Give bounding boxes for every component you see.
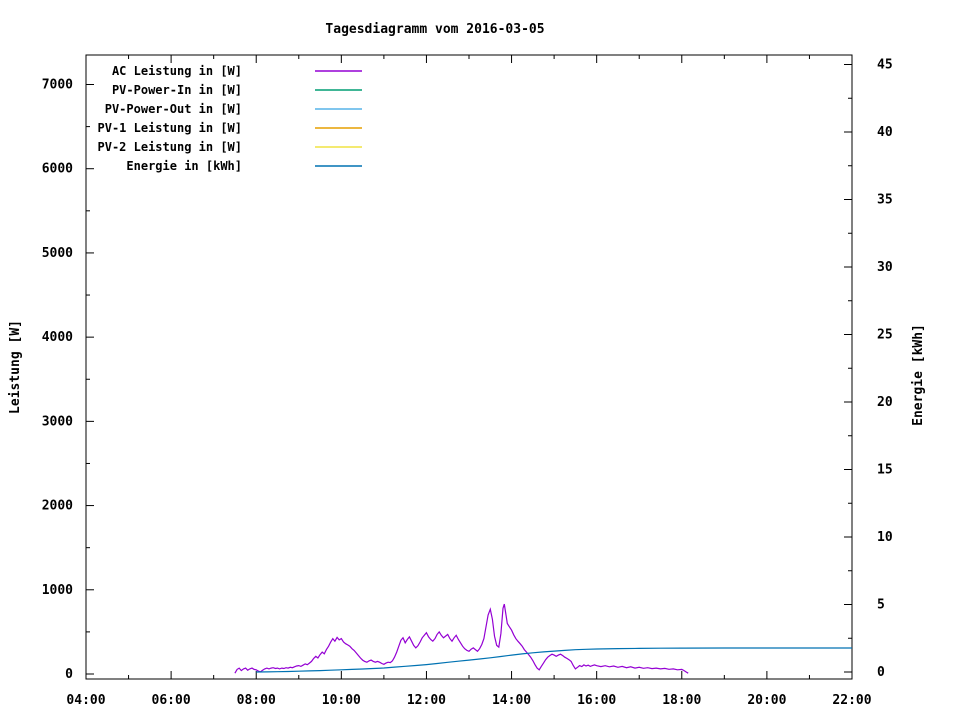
y-right-tick-label: 25 — [877, 328, 893, 343]
y-right-tick-label: 20 — [877, 395, 893, 410]
y-left-tick-label: 1000 — [42, 583, 73, 598]
y-right-tick-label: 45 — [877, 58, 893, 73]
legend-label-pv-2-leistung-in-w: PV-2 Leistung in [W] — [98, 140, 243, 154]
legend-label-pv-1-leistung-in-w: PV-1 Leistung in [W] — [98, 121, 243, 135]
y-right-tick-label: 10 — [877, 530, 893, 545]
x-axis-tick-label: 18:00 — [662, 693, 701, 708]
x-axis-tick-label: 04:00 — [66, 693, 105, 708]
y-right-tick-label: 30 — [877, 260, 893, 275]
y-left-tick-label: 4000 — [42, 330, 73, 345]
y-left-axis-label: Leistung [W] — [8, 320, 23, 414]
y-right-tick-label: 15 — [877, 463, 893, 478]
y-right-axis-label: Energie [kWh] — [911, 324, 926, 426]
x-axis-tick-label: 06:00 — [152, 693, 191, 708]
x-axis-tick-label: 08:00 — [237, 693, 276, 708]
y-left-tick-label: 7000 — [42, 78, 73, 93]
plot-area: 04:00 06:00 08:00 10:00 12:00 14:00 16:00 18:00… — [42, 54, 893, 708]
x-axis-tick-label: 16:00 — [577, 693, 616, 708]
y-right-tick-label: 40 — [877, 125, 893, 140]
x-axis-tick-label: 10:00 — [322, 693, 361, 708]
y-left-tick-label: 0 — [65, 667, 73, 682]
legend-label-energie-in-kwh: Energie in [kWh] — [126, 159, 242, 173]
legend-label-ac-leistung-in-w: AC Leistung in [W] — [112, 64, 242, 78]
x-axis-tick-label: 12:00 — [407, 693, 446, 708]
y-right-tick-label: 35 — [877, 193, 893, 208]
chart-title: Tagesdiagramm vom 2016-03-05 — [325, 22, 544, 37]
series-curve-energie-in-kwh — [256, 647, 852, 673]
x-axis-tick-label: 14:00 — [492, 693, 531, 708]
y-left-tick-label: 2000 — [42, 499, 73, 514]
y-left-tick-label: 3000 — [42, 414, 73, 429]
y-left-tick-label: 5000 — [42, 246, 73, 261]
y-left-tick-label: 6000 — [42, 162, 73, 177]
x-axis-tick-label: 22:00 — [832, 693, 871, 708]
y-right-tick-label: 0 — [877, 665, 885, 680]
legend-label-pv-power-in-in-w: PV-Power-In in [W] — [112, 83, 242, 97]
x-axis-tick-label: 20:00 — [747, 693, 786, 708]
legend-label-pv-power-out-in-w: PV-Power-Out in [W] — [105, 102, 242, 116]
y-right-tick-label: 5 — [877, 598, 885, 613]
series-curve-ac-leistung-in-w — [234, 603, 689, 674]
